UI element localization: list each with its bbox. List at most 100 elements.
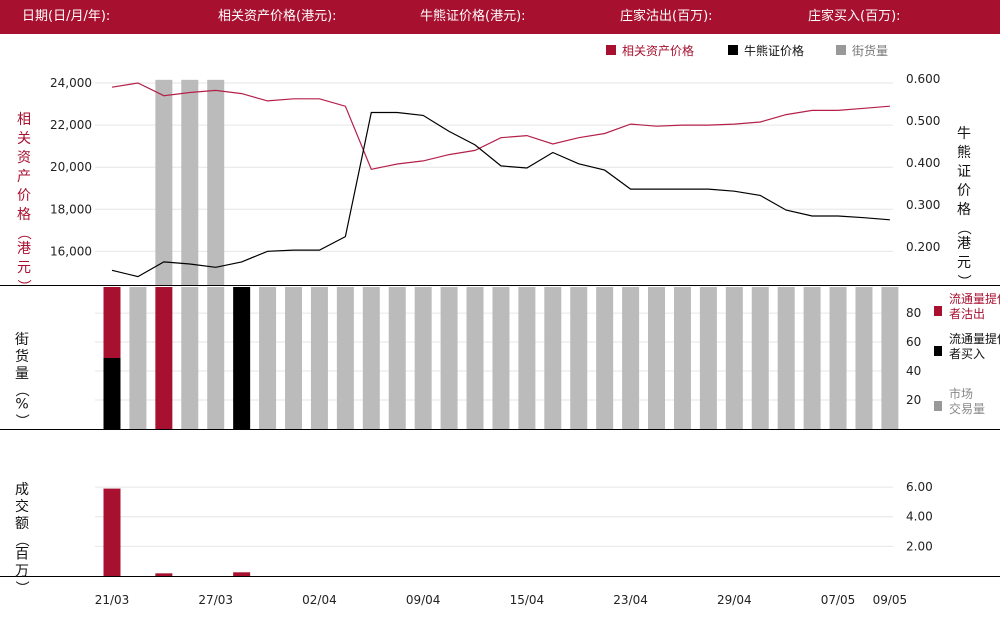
market-volume-bar (440, 287, 458, 429)
x-axis-tick-label: 23/04 (613, 593, 648, 607)
market-volume-bar (310, 287, 328, 429)
market-volume-bar (829, 287, 847, 429)
market-volume-bar (570, 287, 588, 429)
market-volume-bar (751, 287, 769, 429)
svg-text:（: （ (13, 383, 29, 397)
svg-text:额: 额 (15, 516, 29, 532)
cbbc-legend-label: 牛熊证价格 (744, 43, 804, 58)
market-volume-bar (259, 287, 277, 429)
market-volume-bar (881, 287, 899, 429)
svg-text:价: 价 (957, 183, 971, 199)
left-axis-tick-label: 18,000 (50, 202, 92, 216)
svg-text:（: （ (13, 533, 29, 547)
panel-dividers (0, 285, 1000, 577)
x-axis-tick-label: 15/04 (510, 593, 545, 607)
market-volume-bar (699, 287, 717, 429)
svg-text:）: ） (15, 279, 31, 293)
svg-text:资: 资 (17, 150, 31, 166)
header-underlying-label: 相关资产价格(港元): (218, 9, 337, 24)
market-volume-bar (207, 287, 225, 429)
outstanding-bar (155, 79, 173, 285)
svg-text:格: 格 (957, 202, 971, 218)
market-volume-bar (518, 287, 536, 429)
axis-labels: 相关资产价格（港元）牛熊证价格（港元）街货量（%）成交额（百万） (13, 112, 971, 595)
turnover-bar (103, 488, 121, 576)
market-volume-bar (336, 287, 354, 429)
left-axis-title: 相关资产价格 （港元 ） (15, 112, 31, 293)
x-axis-tick-label: 21/03 (95, 593, 130, 607)
sell-legend-label: 流通量提供者沽出 (949, 291, 1000, 321)
market-volume-bar (803, 287, 821, 429)
volume-axis-tick-label: 60 (906, 335, 921, 349)
header-sell-label: 庄家沽出(百万): (620, 9, 713, 24)
right-axis-tick-label: 0.200 (906, 240, 940, 254)
cbbc-legend-swatch (728, 45, 738, 55)
svg-text:元: 元 (17, 260, 31, 276)
svg-text:产: 产 (17, 169, 31, 185)
right-axis-tick-label: 0.600 (906, 72, 940, 86)
left-axis-tick-label: 16,000 (50, 244, 92, 258)
outstanding-bars (155, 79, 225, 285)
sell-volume-bar (103, 287, 121, 358)
outstanding-legend-label: 街货量 (852, 43, 888, 58)
x-axis-tick-label: 29/04 (717, 593, 752, 607)
market-volume-bar (466, 287, 484, 429)
underlying-legend-swatch (606, 45, 616, 55)
svg-text:货: 货 (15, 348, 29, 365)
right-axis-tick-label: 0.500 (906, 114, 940, 128)
market-volume-bar (388, 287, 406, 429)
turnover-axis-tick-label: 6.00 (906, 480, 933, 494)
turnover-bars (103, 488, 251, 576)
market-volume-bar (414, 287, 432, 429)
volume-axis-tick-label: 80 (906, 306, 921, 320)
x-axis-tick-label: 27/03 (198, 593, 233, 607)
market-volume-bar (285, 287, 303, 429)
svg-text:）: ） (13, 414, 29, 428)
volume-axis-tick-label: 40 (906, 364, 921, 378)
market-volume-bar (129, 287, 147, 429)
svg-text:价: 价 (17, 188, 31, 204)
x-axis-tick-label: 02/04 (302, 593, 337, 607)
header-bar: 日期(日/月/年): 相关资产价格(港元): 牛熊证价格(港元): 庄家沽出(百… (0, 0, 1000, 34)
market-legend-label: 市场交易量 (949, 386, 985, 416)
header-cbbc-label: 牛熊证价格(港元): (420, 9, 526, 24)
svg-text:港: 港 (17, 241, 31, 257)
svg-text:交: 交 (15, 498, 29, 515)
turnover-bar (155, 573, 173, 576)
market-volume-bar (181, 287, 199, 429)
svg-text:（: （ (955, 221, 971, 235)
svg-text:相: 相 (17, 112, 31, 128)
left-axis-tick-label: 24,000 (50, 76, 92, 90)
turnover-axis-tick-label: 2.00 (906, 539, 933, 553)
svg-text:格: 格 (17, 207, 31, 223)
svg-text:关: 关 (17, 131, 31, 147)
svg-text:街: 街 (15, 332, 29, 348)
left-axis-tick-label: 20,000 (50, 160, 92, 174)
buy-volume-bar (103, 358, 121, 429)
legend: 相关资产价格牛熊证价格街货量流通量提供者沽出流通量提供者买入市场交易量 (606, 43, 1000, 416)
right-axis-tick-label: 0.400 (906, 156, 940, 170)
market-volume-bar (544, 287, 562, 429)
svg-text:（: （ (15, 226, 31, 240)
svg-text:量: 量 (15, 366, 29, 382)
turnover-axis-title: 成交额（百万） (13, 482, 29, 595)
market-volume-bar (622, 287, 640, 429)
svg-text:）: ） (13, 581, 29, 595)
market-volume-bar (777, 287, 795, 429)
svg-text:元: 元 (957, 255, 971, 271)
sell-volume-bar (155, 287, 173, 429)
market-legend-swatch (934, 401, 942, 411)
market-volume-bar (673, 287, 691, 429)
volume-bars (103, 287, 899, 429)
svg-text:港: 港 (957, 236, 971, 252)
header-buy-label: 庄家买入(百万): (808, 9, 901, 24)
sell-legend-swatch (934, 306, 942, 316)
market-volume-bar (362, 287, 380, 429)
header-date-label: 日期(日/月/年): (22, 9, 111, 24)
turnover-axis-tick-label: 4.00 (906, 510, 933, 524)
outstanding-bar (207, 79, 225, 285)
underlying-legend-label: 相关资产价格 (622, 43, 694, 58)
right-axis-tick-label: 0.300 (906, 198, 940, 212)
x-axis-tick-label: 09/05 (873, 593, 908, 607)
